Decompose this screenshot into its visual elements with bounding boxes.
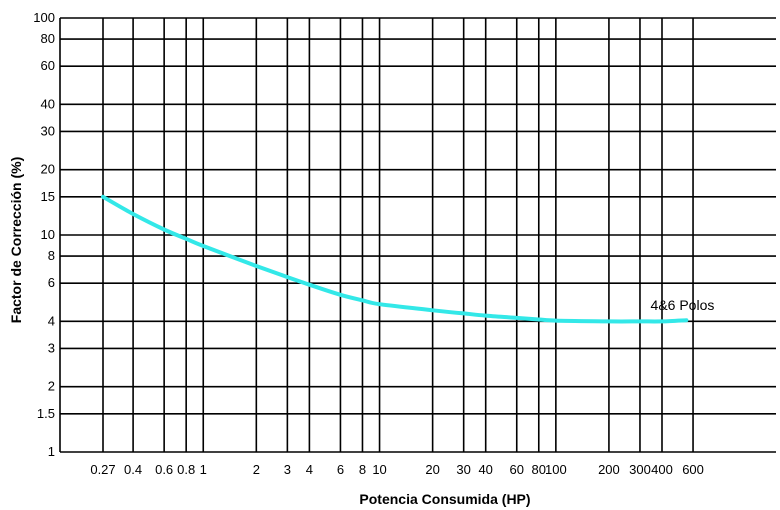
x-axis-title: Potencia Consumida (HP) — [359, 491, 530, 507]
y-tick-label: 30 — [41, 123, 55, 138]
series-lines: 4&6 Polos — [101, 194, 715, 324]
series-line — [101, 194, 689, 324]
y-tick-label: 60 — [41, 58, 55, 73]
x-tick-label: 8 — [359, 462, 366, 477]
x-tick-label: 4 — [306, 462, 313, 477]
y-tick-label: 100 — [33, 10, 55, 25]
x-tick-label: 60 — [510, 462, 524, 477]
x-tick-label: 100 — [545, 462, 567, 477]
y-tick-label: 80 — [41, 31, 55, 46]
x-tick-label: 300 — [629, 462, 651, 477]
x-tick-label: 400 — [651, 462, 673, 477]
y-tick-label: 10 — [41, 227, 55, 242]
x-tick-label: 2 — [253, 462, 260, 477]
y-axis-title: Factor de Corrección (%) — [8, 157, 24, 323]
x-tick-label: 0.8 — [177, 462, 195, 477]
x-tick-label: 0.4 — [124, 462, 142, 477]
x-tick-label: 0.27 — [90, 462, 115, 477]
x-tick-label: 200 — [598, 462, 620, 477]
x-tick-label: 6 — [337, 462, 344, 477]
x-tick-label: 1 — [200, 462, 207, 477]
y-tick-label: 2 — [48, 379, 55, 394]
y-tick-label: 1 — [48, 444, 55, 459]
y-tick-label: 15 — [41, 189, 55, 204]
x-tick-label: 30 — [456, 462, 470, 477]
y-tick-label: 4 — [48, 313, 55, 328]
series-label: 4&6 Polos — [651, 297, 715, 313]
x-tick-label: 3 — [284, 462, 291, 477]
y-tick-label: 1.5 — [37, 406, 55, 421]
y-tick-label: 20 — [41, 162, 55, 177]
x-tick-label: 80 — [532, 462, 546, 477]
x-tick-label: 10 — [372, 462, 386, 477]
y-tick-label: 8 — [48, 248, 55, 263]
x-tick-label: 0.6 — [155, 462, 173, 477]
y-tick-label: 3 — [48, 340, 55, 355]
grid-lines — [60, 17, 776, 453]
x-tick-label: 40 — [478, 462, 492, 477]
x-tick-label: 600 — [682, 462, 704, 477]
x-tick-label: 20 — [425, 462, 439, 477]
y-tick-label: 6 — [48, 275, 55, 290]
y-tick-label: 40 — [41, 96, 55, 111]
y-tick-labels: 1 1.5 2 3 4 6 8 10 15 20 30 40 60 80 100 — [33, 10, 55, 459]
